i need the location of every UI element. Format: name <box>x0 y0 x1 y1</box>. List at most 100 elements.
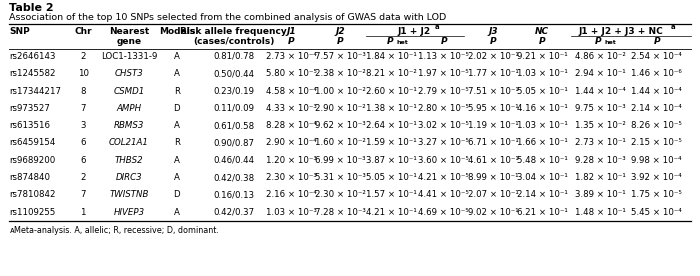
Text: P: P <box>490 37 497 46</box>
Text: A: A <box>174 52 180 61</box>
Text: 9.02 × 10⁻¹: 9.02 × 10⁻¹ <box>468 208 519 217</box>
Text: 5.05 × 10⁻¹: 5.05 × 10⁻¹ <box>517 86 568 95</box>
Text: 0.23/0.19: 0.23/0.19 <box>213 86 254 95</box>
Text: HIVEP3: HIVEP3 <box>113 208 144 217</box>
Text: J1 + J2 + J3 + NC: J1 + J2 + J3 + NC <box>578 27 663 36</box>
Text: 5.95 × 10⁻¹: 5.95 × 10⁻¹ <box>468 104 519 113</box>
Text: 9.21 × 10⁻¹: 9.21 × 10⁻¹ <box>517 52 568 61</box>
Text: 7: 7 <box>80 190 86 200</box>
Text: 7.51 × 10⁻¹: 7.51 × 10⁻¹ <box>468 86 519 95</box>
Text: 0.50/0.44: 0.50/0.44 <box>213 69 254 78</box>
Text: rs6459154: rs6459154 <box>9 139 56 147</box>
Text: NC: NC <box>536 27 550 36</box>
Text: 9.28 × 10⁻³: 9.28 × 10⁻³ <box>575 156 625 165</box>
Text: 1.97 × 10⁻⁵: 1.97 × 10⁻⁵ <box>419 69 469 78</box>
Text: LOC1-1331-9: LOC1-1331-9 <box>101 52 157 61</box>
Text: A: A <box>174 156 180 165</box>
Text: 1: 1 <box>80 208 86 217</box>
Text: 0.16/0.13: 0.16/0.13 <box>213 190 254 200</box>
Text: rs17344217: rs17344217 <box>9 86 62 95</box>
Text: 1.03 × 10⁻³: 1.03 × 10⁻³ <box>266 208 316 217</box>
Text: 1.82 × 10⁻¹: 1.82 × 10⁻¹ <box>575 173 625 182</box>
Text: 0.46/0.44: 0.46/0.44 <box>213 156 254 165</box>
Text: gene: gene <box>116 37 141 46</box>
Text: 7.28 × 10⁻³: 7.28 × 10⁻³ <box>314 208 365 217</box>
Text: 4.61 × 10⁻¹: 4.61 × 10⁻¹ <box>468 156 519 165</box>
Text: 7.57 × 10⁻³: 7.57 × 10⁻³ <box>314 52 365 61</box>
Text: 3.89 × 10⁻¹: 3.89 × 10⁻¹ <box>575 190 625 200</box>
Text: 2.38 × 10⁻²: 2.38 × 10⁻² <box>314 69 365 78</box>
Text: a: a <box>435 24 440 30</box>
Text: D: D <box>174 104 180 113</box>
Text: 2.02 × 10⁻¹: 2.02 × 10⁻¹ <box>468 52 519 61</box>
Text: 6.99 × 10⁻³: 6.99 × 10⁻³ <box>315 156 365 165</box>
Text: 8: 8 <box>80 86 86 95</box>
Text: 1.03 × 10⁻¹: 1.03 × 10⁻¹ <box>517 69 568 78</box>
Text: Nearest: Nearest <box>108 27 149 36</box>
Text: 5.48 × 10⁻¹: 5.48 × 10⁻¹ <box>517 156 568 165</box>
Text: 2.60 × 10⁻¹: 2.60 × 10⁻¹ <box>366 86 417 95</box>
Text: 6: 6 <box>80 156 86 165</box>
Text: 1.44 × 10⁻⁴: 1.44 × 10⁻⁴ <box>631 86 682 95</box>
Text: Meta-analysis. A, allelic; R, recessive; D, dominant.: Meta-analysis. A, allelic; R, recessive;… <box>14 226 219 235</box>
Text: 2.14 × 10⁻⁴: 2.14 × 10⁻⁴ <box>631 104 682 113</box>
Text: 8.28 × 10⁻⁴: 8.28 × 10⁻⁴ <box>266 121 316 130</box>
Text: 3: 3 <box>80 121 86 130</box>
Text: rs9689200: rs9689200 <box>9 156 55 165</box>
Text: 1.38 × 10⁻¹: 1.38 × 10⁻¹ <box>366 104 417 113</box>
Text: TWISTNB: TWISTNB <box>109 190 148 200</box>
Text: 4.69 × 10⁻⁵: 4.69 × 10⁻⁵ <box>419 208 469 217</box>
Text: 3.27 × 10⁻⁵: 3.27 × 10⁻⁵ <box>419 139 469 147</box>
Text: COL21A1: COL21A1 <box>109 139 149 147</box>
Text: 6: 6 <box>80 139 86 147</box>
Text: 2: 2 <box>80 52 86 61</box>
Text: 1.77 × 10⁻¹: 1.77 × 10⁻¹ <box>468 69 519 78</box>
Text: 1.19 × 10⁻¹: 1.19 × 10⁻¹ <box>468 121 519 130</box>
Text: 0.42/0.37: 0.42/0.37 <box>213 208 254 217</box>
Text: 3.92 × 10⁻⁴: 3.92 × 10⁻⁴ <box>631 173 682 182</box>
Text: rs1245582: rs1245582 <box>9 69 56 78</box>
Text: 1.75 × 10⁻⁵: 1.75 × 10⁻⁵ <box>631 190 682 200</box>
Text: 1.46 × 10⁻⁶: 1.46 × 10⁻⁶ <box>631 69 682 78</box>
Text: A: A <box>174 69 180 78</box>
Text: AMPH: AMPH <box>116 104 141 113</box>
Text: 5.45 × 10⁻⁴: 5.45 × 10⁻⁴ <box>631 208 682 217</box>
Text: 0.42/0.38: 0.42/0.38 <box>213 173 254 182</box>
Text: 1.84 × 10⁻¹: 1.84 × 10⁻¹ <box>366 52 417 61</box>
Text: 0.90/0.87: 0.90/0.87 <box>213 139 254 147</box>
Text: 1.60 × 10⁻²: 1.60 × 10⁻² <box>314 139 365 147</box>
Text: 1.44 × 10⁻⁴: 1.44 × 10⁻⁴ <box>575 86 625 95</box>
Text: 1.35 × 10⁻²: 1.35 × 10⁻² <box>575 121 625 130</box>
Text: 2.94 × 10⁻¹: 2.94 × 10⁻¹ <box>575 69 625 78</box>
Text: rs2646143: rs2646143 <box>9 52 56 61</box>
Text: D: D <box>174 190 180 200</box>
Text: het: het <box>605 40 617 45</box>
Text: CHST3: CHST3 <box>115 69 144 78</box>
Text: 2.15 × 10⁻⁵: 2.15 × 10⁻⁵ <box>631 139 682 147</box>
Text: rs1109255: rs1109255 <box>9 208 56 217</box>
Text: P: P <box>654 37 660 46</box>
Text: R: R <box>174 86 180 95</box>
Text: 4.41 × 10⁻⁵: 4.41 × 10⁻⁵ <box>419 190 469 200</box>
Text: 7: 7 <box>80 104 86 113</box>
Text: 3.04 × 10⁻¹: 3.04 × 10⁻¹ <box>517 173 568 182</box>
Text: 2.79 × 10⁻⁵: 2.79 × 10⁻⁵ <box>419 86 469 95</box>
Text: 2.80 × 10⁻⁵: 2.80 × 10⁻⁵ <box>419 104 469 113</box>
Text: 2.07 × 10⁻¹: 2.07 × 10⁻¹ <box>468 190 519 200</box>
Text: 4.21 × 10⁻⁵: 4.21 × 10⁻⁵ <box>419 173 469 182</box>
Text: Chr: Chr <box>74 27 92 36</box>
Text: 0.61/0.58: 0.61/0.58 <box>213 121 254 130</box>
Text: 1.00 × 10⁻²: 1.00 × 10⁻² <box>314 86 365 95</box>
Text: 4.86 × 10⁻²: 4.86 × 10⁻² <box>575 52 625 61</box>
Text: 9.62 × 10⁻³: 9.62 × 10⁻³ <box>315 121 365 130</box>
Text: 1.03 × 10⁻¹: 1.03 × 10⁻¹ <box>517 121 568 130</box>
Text: 1.66 × 10⁻¹: 1.66 × 10⁻¹ <box>517 139 568 147</box>
Text: 6.71 × 10⁻¹: 6.71 × 10⁻¹ <box>468 139 519 147</box>
Text: 2.54 × 10⁻⁴: 2.54 × 10⁻⁴ <box>631 52 682 61</box>
Text: 2.30 × 10⁻²: 2.30 × 10⁻² <box>314 190 365 200</box>
Text: A: A <box>174 121 180 130</box>
Text: 3.87 × 10⁻¹: 3.87 × 10⁻¹ <box>366 156 417 165</box>
Text: 2.30 × 10⁻³: 2.30 × 10⁻³ <box>266 173 316 182</box>
Text: THBS2: THBS2 <box>115 156 144 165</box>
Text: Table 2: Table 2 <box>9 3 54 13</box>
